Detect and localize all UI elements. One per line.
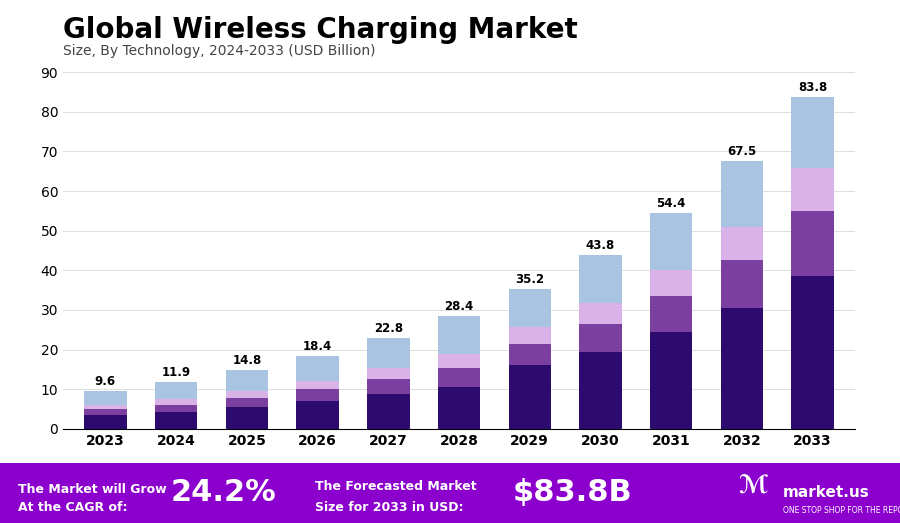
Text: 18.4: 18.4 [303,340,332,353]
Bar [226,407,268,429]
Text: market.us: market.us [783,485,869,501]
Bar [791,211,833,276]
Bar [367,368,410,379]
Bar [85,391,127,405]
Bar [226,370,268,391]
Text: 9.6: 9.6 [94,374,116,388]
Bar [296,389,338,401]
Text: Size for 2033 in USD:: Size for 2033 in USD: [315,502,464,515]
Bar [155,412,197,429]
Text: 24.2%: 24.2% [171,479,277,507]
Bar [437,316,481,354]
Bar [85,415,127,429]
Text: The Forecasted Market: The Forecasted Market [315,481,477,493]
Bar [721,260,763,308]
Text: 28.4: 28.4 [445,300,473,313]
Bar [367,379,410,394]
Bar [508,327,551,344]
Bar [296,401,338,429]
Text: 22.8: 22.8 [374,322,403,335]
Text: 83.8: 83.8 [798,81,827,94]
Text: ℳ: ℳ [738,475,768,499]
Bar [508,344,551,366]
Bar [508,366,551,429]
Bar [721,308,763,429]
Bar [367,338,410,368]
Bar [721,226,763,260]
Text: 43.8: 43.8 [586,239,615,252]
Bar [508,289,551,327]
Bar [580,351,622,429]
Bar [580,255,622,303]
Bar [85,409,127,415]
Bar [367,394,410,429]
Bar [296,356,338,381]
Bar [226,398,268,407]
Text: 11.9: 11.9 [162,366,191,379]
Text: Global Wireless Charging Market: Global Wireless Charging Market [63,16,578,44]
Bar [580,303,622,324]
Bar [437,368,481,387]
Text: The Market will Grow: The Market will Grow [18,483,166,496]
Text: 67.5: 67.5 [727,145,757,158]
Text: 35.2: 35.2 [515,273,544,286]
Text: ONE STOP SHOP FOR THE REPORTS: ONE STOP SHOP FOR THE REPORTS [783,506,900,516]
Bar [650,332,692,429]
Bar [650,296,692,332]
Bar [437,387,481,429]
Bar [437,354,481,368]
Bar [296,381,338,389]
Bar [791,276,833,429]
Bar [650,213,692,270]
Bar [155,405,197,412]
Bar [155,382,197,399]
Bar [226,391,268,398]
Text: $83.8B: $83.8B [513,479,633,507]
Text: 54.4: 54.4 [656,197,686,210]
Bar [155,399,197,405]
Text: Size, By Technology, 2024-2033 (USD Billion): Size, By Technology, 2024-2033 (USD Bill… [63,44,375,59]
Bar [721,161,763,226]
Bar [791,97,833,168]
Text: At the CAGR of:: At the CAGR of: [18,502,128,515]
Bar [650,270,692,296]
Bar [791,168,833,211]
Bar [85,405,127,409]
Text: 14.8: 14.8 [232,354,262,367]
Bar [580,324,622,351]
